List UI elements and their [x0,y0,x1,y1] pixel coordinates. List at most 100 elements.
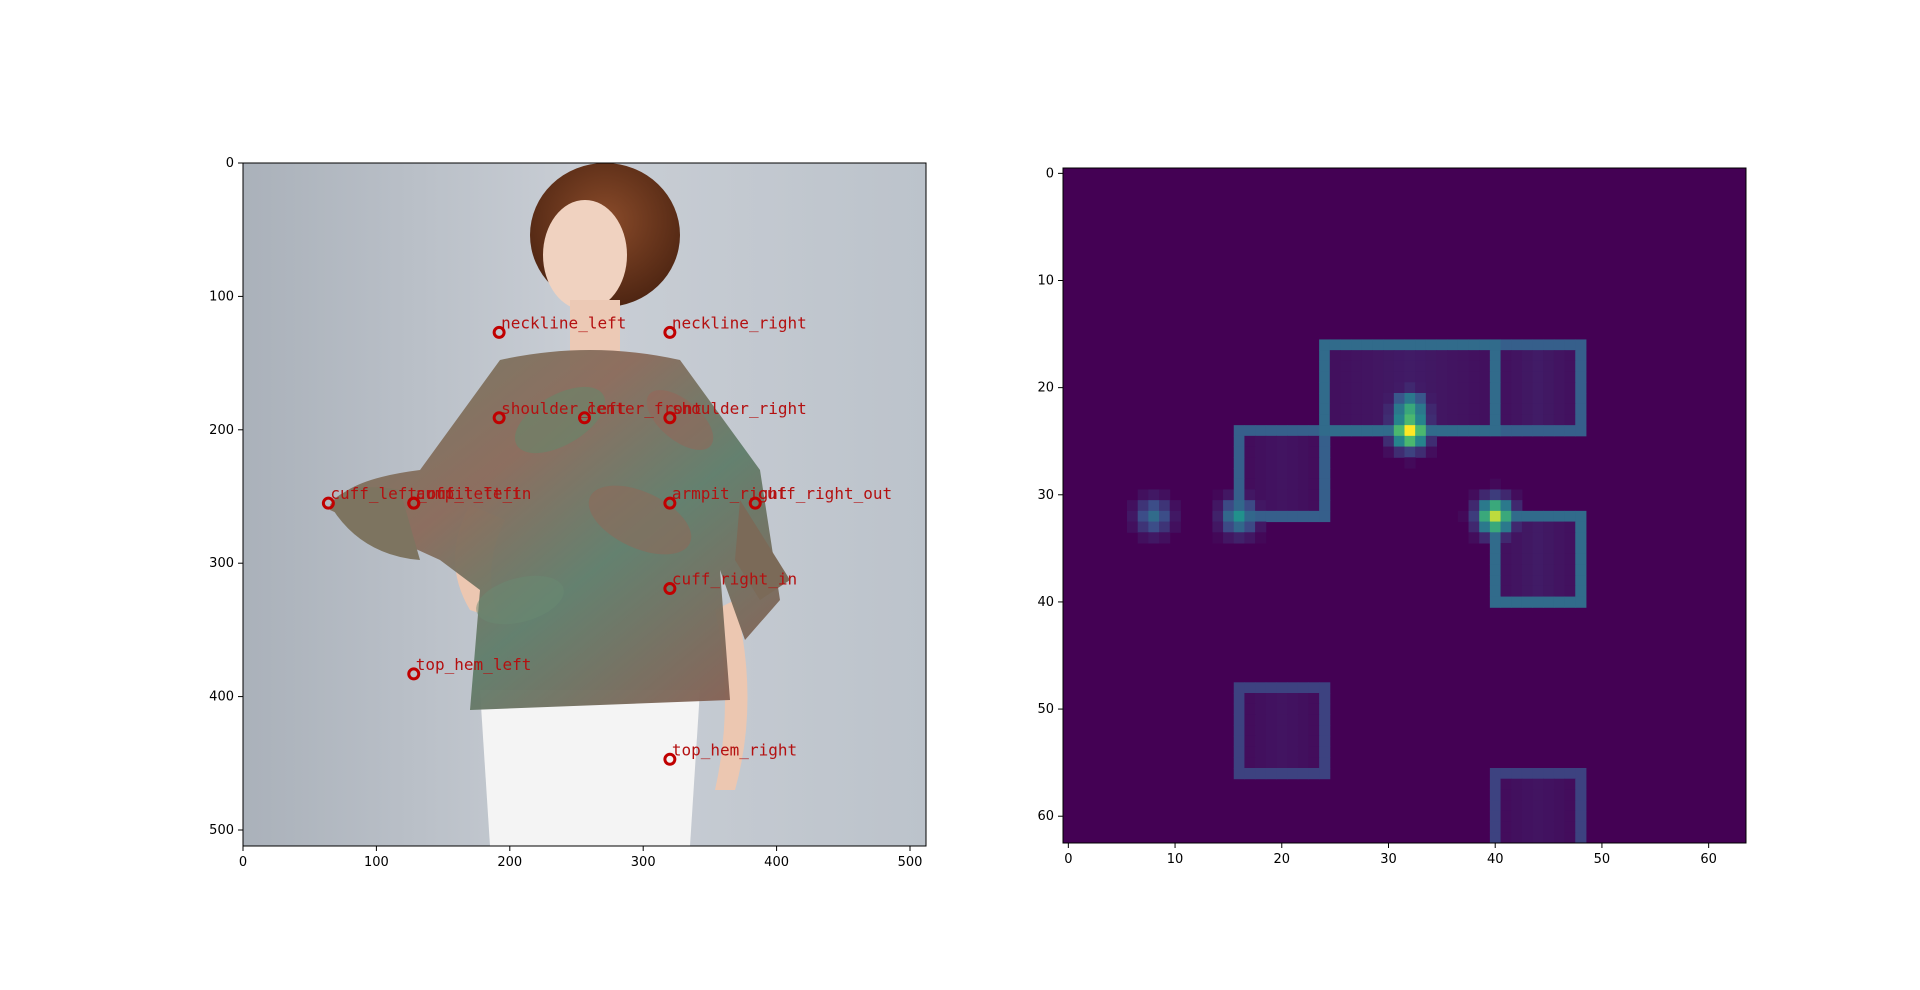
heatmap-cell [1564,532,1576,544]
keypoint-marker [663,752,677,766]
heatmap-cell [1500,810,1512,823]
heatmap-cell [1233,446,1245,458]
keypoint-label: neckline_left [501,313,626,332]
heatmap-cell [1564,521,1576,533]
heatmap-cell [1543,832,1555,844]
heatmap-cell [1265,425,1277,437]
heatmap-cell [1532,360,1544,373]
heatmap-cell [1404,435,1416,448]
heatmap-cell [1489,403,1502,415]
heatmap-cell [1244,521,1256,533]
heatmap-cell [1319,435,1331,448]
heatmap-cell [1287,757,1299,769]
heatmap-cell [1564,596,1576,608]
heatmap-cell [1457,425,1470,437]
heatmap-cell [1287,425,1299,437]
heatmap-cell [1575,553,1587,565]
heatmap-cell [1255,457,1267,469]
heatmap-cell [1255,521,1267,533]
heatmap-cell [1276,693,1288,705]
heatmap-cell [1511,393,1523,405]
heatmap-cell [1383,339,1395,351]
heatmap-cell [1553,350,1566,362]
heatmap-cell [1564,821,1576,833]
heatmap-cell [1532,832,1544,844]
heatmap-cell [1479,393,1491,405]
photo [243,163,926,846]
heatmap-cell [1244,510,1256,523]
keypoint-label: cuff_left_out [330,484,455,503]
heatmap-cell [1489,360,1502,373]
heatmap-cell [1148,500,1160,512]
heatmap-cell [1383,414,1395,426]
heatmap-cell [1447,371,1459,383]
heatmap-cell [1511,403,1523,415]
heatmap-cell [1457,382,1470,394]
heatmap-cell [1351,339,1363,351]
heatmap-cell [1511,821,1523,833]
heatmap-cell [1340,360,1352,373]
heatmap-cell [1543,532,1555,544]
y-tick-label: 60 [1037,809,1054,824]
keypoint-label: shoulder_left [501,399,626,418]
heatmap-cell [1500,596,1512,608]
heatmap-cell [1319,725,1331,737]
heatmap-cell [1404,382,1416,394]
heatmap-cell [1457,403,1470,415]
heatmap-cell [1244,435,1256,448]
heatmap-cell [1319,457,1331,469]
heatmap-cells [1063,168,1746,844]
heatmap-cell [1319,382,1331,394]
heatmap-cell [1468,532,1480,544]
heatmap-cell [1393,435,1405,448]
heatmap-cell [1319,735,1331,748]
heatmap-cell [1329,382,1341,394]
heatmap-cell [1255,703,1267,715]
heatmap-cell [1319,489,1331,501]
heatmap-cell [1265,757,1277,769]
heatmap-cell [1361,371,1373,383]
heatmap-cell [1521,510,1534,523]
heatmap-cell [1521,403,1534,415]
heatmap-cell [1265,746,1277,758]
heatmap-cell [1575,360,1587,373]
heatmap-cell [1532,350,1544,362]
heatmap-cell [1415,435,1427,448]
heatmap-cell [1500,575,1512,587]
heatmap-cell [1436,371,1448,383]
heatmap-cell [1479,489,1491,501]
heatmap-cell [1372,403,1384,415]
heatmap-cell [1255,435,1267,448]
heatmap-cell [1575,778,1587,790]
heatmap-cell [1276,682,1288,694]
heatmap-cell [1479,500,1491,512]
heatmap-cell [1543,382,1555,394]
heatmap-cell [1244,757,1256,769]
heatmap-cell [1489,489,1502,501]
heatmap-cell [1500,532,1512,544]
heatmap-cell [1553,521,1566,533]
heatmap-cell [1265,693,1277,705]
heatmap-cell [1489,521,1502,533]
heatmap-cell [1372,425,1384,437]
heatmap-cell [1553,393,1566,405]
heatmap-cell [1276,725,1288,737]
heatmap-cell [1489,585,1502,598]
heatmap-cell [1372,371,1384,383]
heatmap-cell [1415,350,1427,362]
heatmap-cell [1319,446,1331,458]
heatmap-cell [1532,339,1544,351]
heatmap-cell [1447,360,1459,373]
heatmap-cell [1297,768,1309,780]
heatmap-cell [1159,521,1171,533]
heatmap-cell [1393,360,1405,373]
heatmap-cell [1468,393,1480,405]
heatmap-cell [1308,489,1320,501]
heatmap-cell [1553,575,1566,587]
heatmap-cell [1351,382,1363,394]
heatmap-cell [1361,339,1373,351]
heatmap-cell [1319,468,1331,480]
heatmap-cell [1489,500,1502,512]
heatmap-cell [1287,500,1299,512]
heatmap-cell [1425,350,1438,362]
